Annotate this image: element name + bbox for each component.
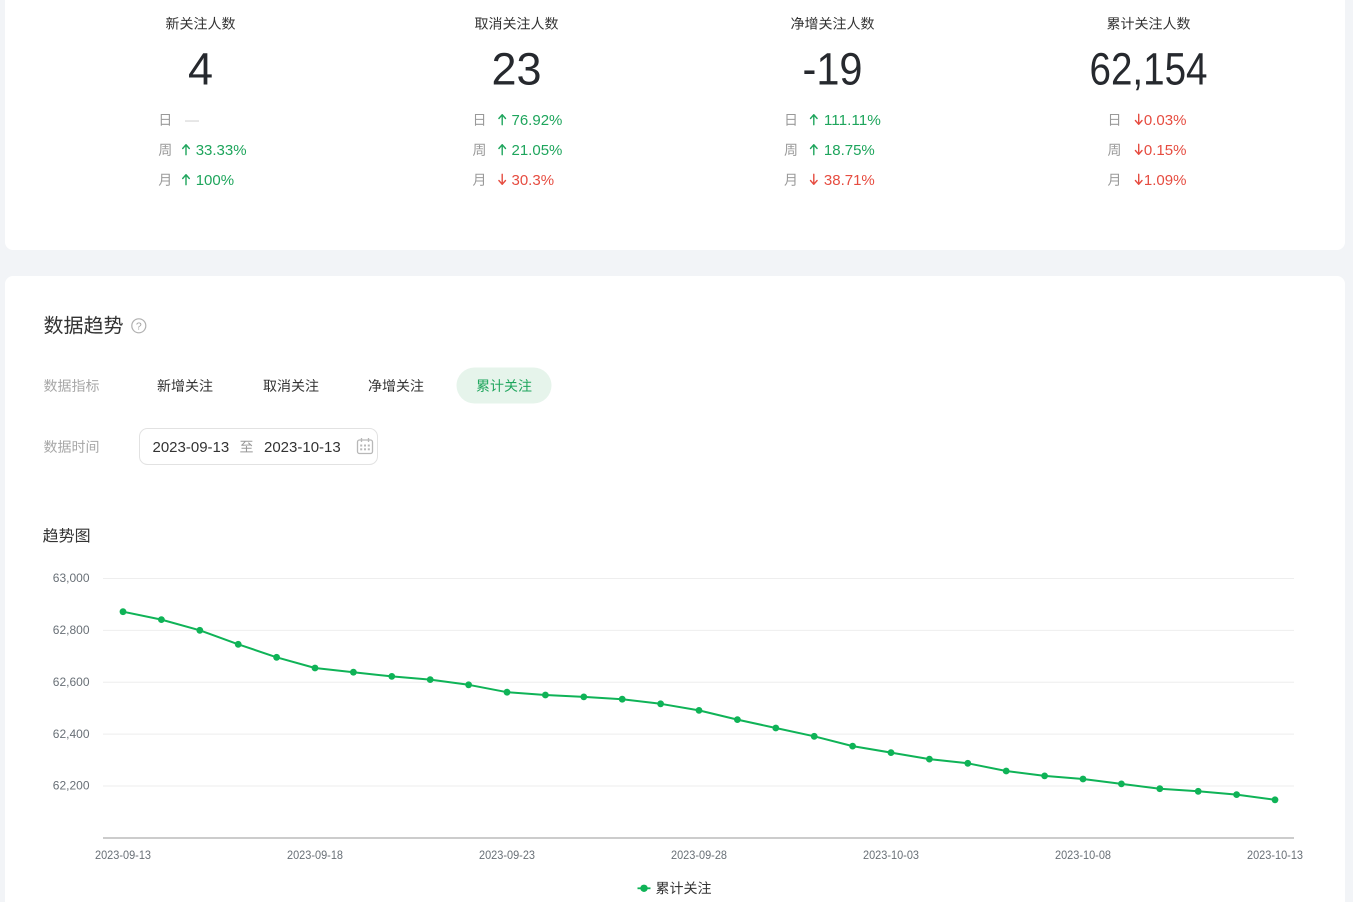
- svg-text:1.09%: 1.09%: [1144, 172, 1187, 189]
- svg-text:18.75%: 18.75%: [824, 142, 875, 159]
- svg-text:2023-09-18: 2023-09-18: [287, 848, 343, 862]
- svg-text:—: —: [185, 112, 199, 128]
- svg-text:76.92%: 76.92%: [512, 112, 563, 129]
- svg-text:2023-09-23: 2023-09-23: [479, 848, 535, 862]
- svg-text:4: 4: [188, 44, 213, 95]
- svg-text:2023-10-13: 2023-10-13: [264, 439, 341, 456]
- svg-text:100%: 100%: [196, 172, 234, 189]
- svg-text:62,400: 62,400: [53, 727, 90, 741]
- svg-text:23: 23: [491, 44, 541, 95]
- svg-text:0.15%: 0.15%: [1144, 142, 1187, 159]
- svg-text:2023-10-03: 2023-10-03: [863, 848, 919, 862]
- svg-text:62,600: 62,600: [53, 675, 90, 689]
- svg-text:2023-09-13: 2023-09-13: [153, 439, 230, 456]
- svg-text:38.71%: 38.71%: [824, 172, 875, 189]
- svg-text:62,154: 62,154: [1090, 44, 1208, 95]
- svg-text:2023-09-13: 2023-09-13: [95, 848, 151, 862]
- svg-text:33.33%: 33.33%: [196, 142, 247, 159]
- svg-text:2023-09-28: 2023-09-28: [671, 848, 727, 862]
- svg-text:2023-10-08: 2023-10-08: [1055, 848, 1111, 862]
- svg-text:?: ?: [136, 321, 142, 333]
- svg-text:62,200: 62,200: [53, 779, 90, 793]
- svg-text:-19: -19: [803, 44, 863, 95]
- svg-text:30.3%: 30.3%: [512, 172, 555, 189]
- svg-text:2023-10-13: 2023-10-13: [1247, 848, 1303, 862]
- svg-text:21.05%: 21.05%: [512, 142, 563, 159]
- svg-text:63,000: 63,000: [53, 571, 90, 585]
- svg-text:0.03%: 0.03%: [1144, 112, 1187, 129]
- svg-text:111.11%: 111.11%: [824, 112, 881, 129]
- svg-text:62,800: 62,800: [53, 623, 90, 637]
